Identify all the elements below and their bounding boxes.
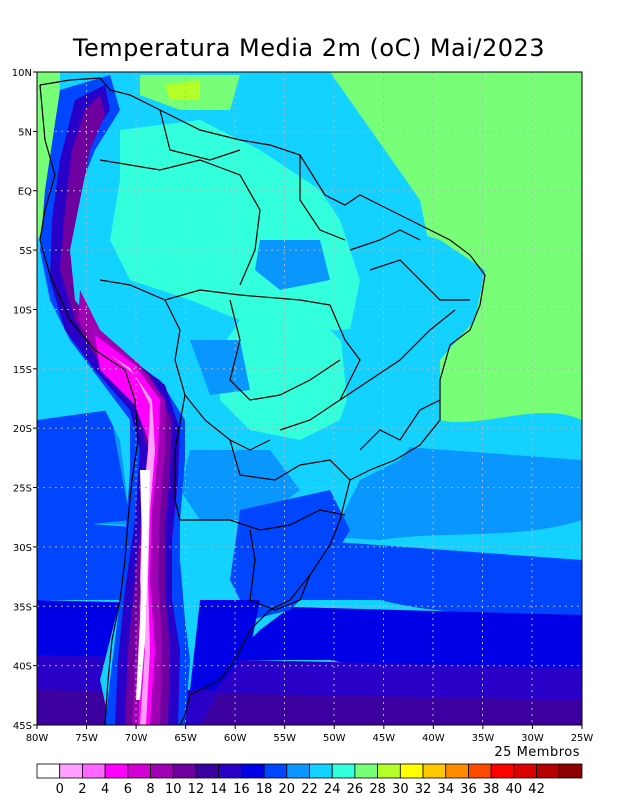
members-label: 25 Membros [494, 745, 580, 760]
colorbar-label: 36 [460, 782, 477, 797]
lat-tick-label: 10N [12, 68, 32, 79]
colorbar-label: 22 [301, 782, 318, 797]
map-title: Temperatura Media 2m (oC) Mai/2023 [72, 34, 546, 62]
colorbar-swatch [399, 763, 424, 779]
lat-tick-label: 25S [13, 484, 32, 495]
longitude-axis: 80W 75W 70W 65W 60W 55W 50W 45W 40W 35W 30W 25W [26, 725, 594, 744]
colorbar-swatch [172, 763, 197, 779]
lon-tick-label: 60W [224, 733, 247, 744]
colorbar-label: 40 [506, 782, 523, 797]
colorbar-label: 10 [165, 782, 182, 797]
colorbar-swatch [286, 763, 310, 779]
lat-tick-label: 10S [13, 305, 32, 316]
lat-tick-label: 15S [13, 365, 32, 376]
graticule [37, 72, 582, 725]
colorbar-label: 34 [437, 782, 454, 797]
colorbar-swatch [309, 763, 333, 779]
lat-tick-label: 30S [13, 543, 32, 554]
temperature-field [37, 72, 582, 725]
lat-tick-label: 45S [13, 721, 32, 732]
colorbar-swatch [513, 763, 537, 779]
colorbar-label: 20 [279, 782, 296, 797]
colorbar-swatch [490, 763, 515, 779]
coastline-borders [39, 77, 486, 725]
colorbar-swatch [445, 763, 469, 779]
lat-tick-label: 35S [13, 602, 32, 613]
colorbar-swatch [36, 763, 61, 779]
colorbar-swatch [104, 763, 129, 779]
colorbar-swatch [536, 763, 560, 779]
lat-tick-label: 5S [19, 246, 32, 257]
colorbar-label: 14 [210, 782, 227, 797]
lon-tick-label: 30W [521, 733, 544, 744]
lon-tick-label: 35W [472, 733, 495, 744]
colorbar-swatch [422, 763, 447, 779]
colorbar-label: 12 [188, 782, 205, 797]
colorbar-label: 16 [233, 782, 250, 797]
lon-tick-label: 65W [174, 733, 197, 744]
colorbar-swatch [218, 763, 242, 779]
colorbar-label: 24 [324, 782, 341, 797]
colorbar-label: 26 [347, 782, 364, 797]
lat-tick-label: EQ [18, 187, 32, 198]
colorbar-swatch [82, 763, 106, 779]
colorbar-swatch [354, 763, 379, 779]
colorbar-swatch [59, 763, 83, 779]
colorbar-swatch [127, 763, 151, 779]
colorbar-swatch [331, 763, 356, 779]
lon-tick-label: 40W [422, 733, 445, 744]
lat-tick-label: 20S [13, 424, 32, 435]
lon-tick-label: 80W [26, 733, 49, 744]
latitude-axis: 10N 5N EQ 5S 10S 15S 20S 25S 30S 35S 40S 45S [12, 68, 37, 732]
lon-tick-label: 25W [571, 733, 594, 744]
colorbar-label: 38 [483, 782, 500, 797]
colorbar-label: 2 [78, 782, 86, 797]
colorbar-label: 4 [101, 782, 109, 797]
colorbar-label: 18 [256, 782, 273, 797]
colorbar-label: 8 [146, 782, 154, 797]
colorbar-label: 28 [369, 782, 386, 797]
lon-tick-label: 55W [273, 733, 296, 744]
colorbar-swatch [263, 763, 288, 779]
colorbar-label: 32 [415, 782, 432, 797]
colorbar-label: 30 [392, 782, 409, 797]
colorbar-swatch [150, 763, 174, 779]
lon-tick-label: 45W [373, 733, 396, 744]
colorbar-label: 42 [528, 782, 545, 797]
colorbar-swatch [195, 763, 220, 779]
colorbar-label: 0 [56, 782, 64, 797]
lon-tick-label: 70W [125, 733, 148, 744]
colorbar-swatch [468, 763, 492, 779]
colorbar-swatch [558, 763, 583, 779]
lon-tick-label: 50W [323, 733, 346, 744]
lon-tick-label: 75W [75, 733, 98, 744]
colorbar-swatch [377, 763, 401, 779]
lat-tick-label: 40S [13, 662, 32, 673]
colorbar-label: 6 [124, 782, 132, 797]
colorbar-swatch [240, 763, 265, 779]
colorbar: 0 2 4 6 8 10 12 14 16 18 20 22 24 26 28 30 32 34 36 38 40 42 [36, 763, 583, 797]
plot-frame [36, 71, 583, 726]
lat-tick-label: 5N [18, 127, 32, 138]
